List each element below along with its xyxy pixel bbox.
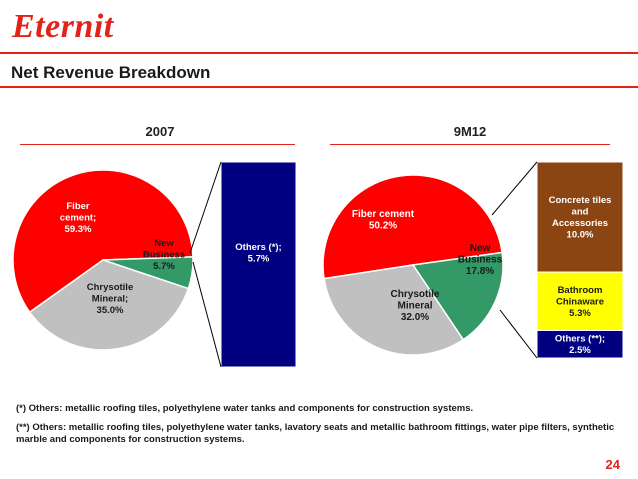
breakdown-1-segment-0 — [536, 161, 624, 273]
eternit-logo: Eternit — [12, 8, 114, 45]
breakdown-1-label-2: Others (**); 2.5% — [555, 333, 605, 356]
chart-9m12-rule — [330, 144, 610, 145]
header-rule — [0, 52, 638, 54]
footnote-2: (**) Others: metallic roofing tiles, pol… — [16, 422, 615, 445]
pie-0-label-0: Fiber cement; 59.3% — [60, 201, 96, 235]
pie-1-slice-0 — [322, 174, 503, 280]
chart-2007-title: 2007 — [145, 124, 175, 139]
pie-0-slice-2 — [28, 259, 190, 351]
pie-1-label-0: Fiber cement 50.2% — [352, 209, 415, 232]
chart-2007-rule — [20, 144, 295, 145]
page-title: Net Revenue Breakdown — [11, 63, 211, 82]
pie-1-slice-2 — [323, 264, 465, 356]
pie-1-label-2: Chrysotile Mineral 32.0% — [391, 289, 440, 323]
pie-0-slice-0 — [12, 169, 194, 314]
pie-1-label-1: New Business 17.8% — [458, 243, 503, 277]
connector-0-bottom — [192, 261, 222, 368]
connector-1-top — [491, 161, 538, 216]
connector-1-bottom — [499, 309, 538, 359]
pie-1-slice-1 — [411, 251, 504, 341]
breakdown-1-label-0: Concrete tiles and Accessories 10.0% — [549, 195, 612, 241]
connector-0-top — [189, 161, 222, 254]
breakdown-1-segment-2 — [536, 329, 624, 359]
footnote-1: (*) Others: metallic roofing tiles, poly… — [16, 403, 474, 414]
breakdown-1-label-1: Bathroom Chinaware 5.3% — [556, 285, 604, 319]
chart-9m12-title: 9M12 — [453, 124, 487, 139]
title-rule — [0, 86, 638, 88]
pie-0-label-2: Chrysotile Mineral; 35.0% — [87, 282, 133, 316]
breakdown-0-label-0: Others (*); 5.7% — [235, 242, 281, 265]
pie-0-label-1: New Business 5.7% — [143, 238, 185, 272]
page-number: 24 — [605, 457, 620, 472]
breakdown-1-segment-1 — [536, 271, 624, 331]
breakdown-0-segment-0 — [220, 161, 297, 368]
